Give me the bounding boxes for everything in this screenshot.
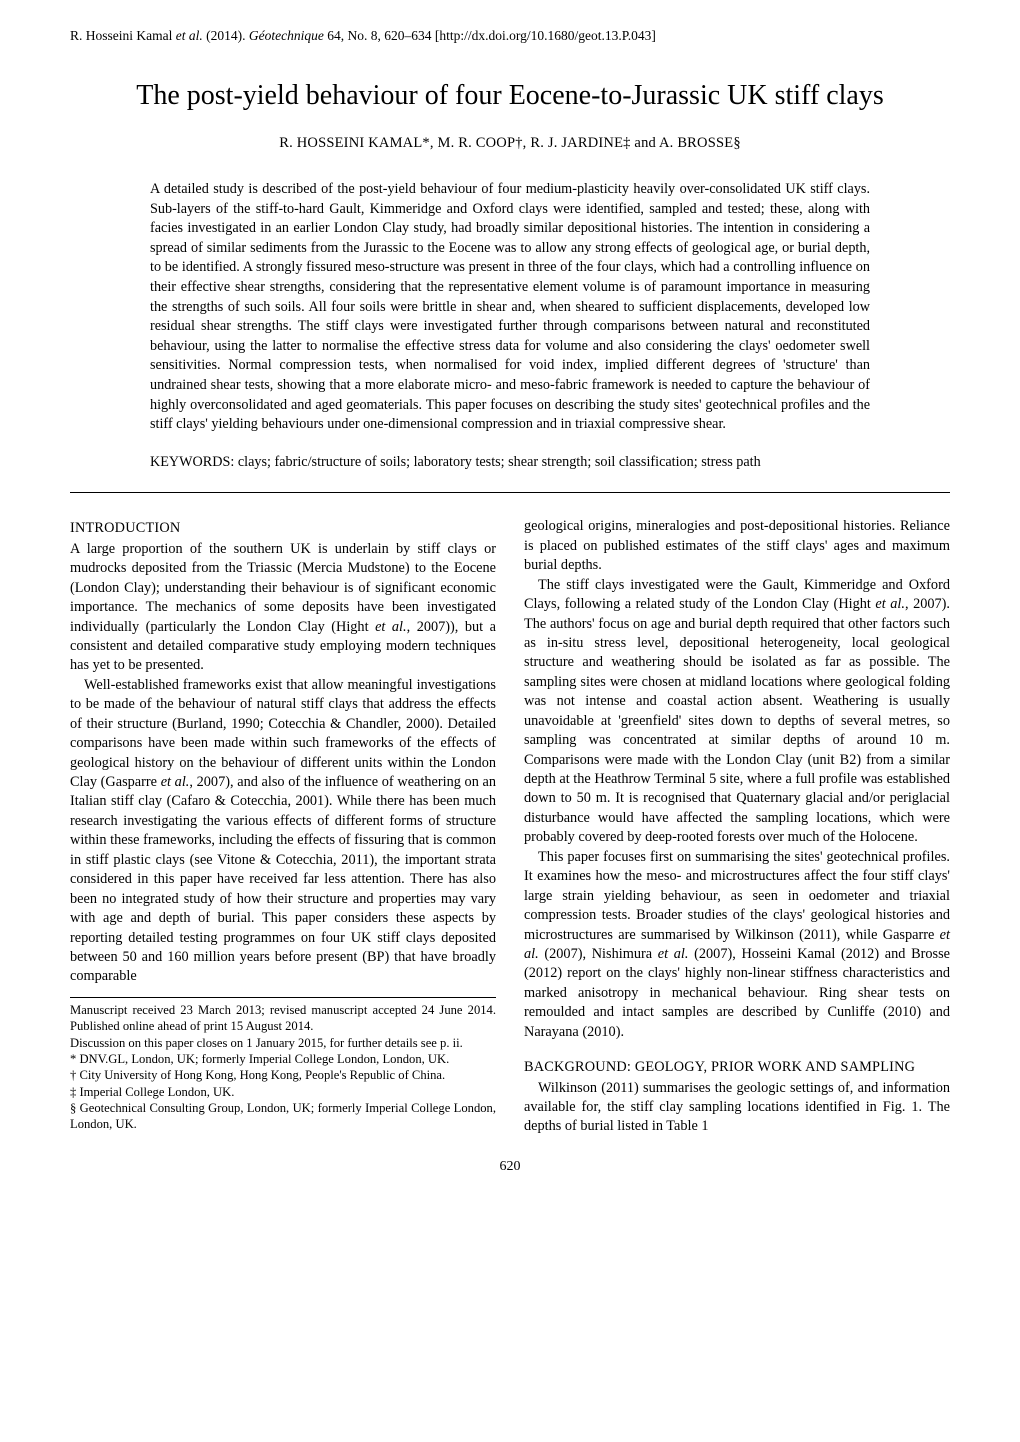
footnote-line: § Geotechnical Consulting Group, London,… xyxy=(70,1100,496,1133)
running-head-author: R. Hosseini Kamal xyxy=(70,28,176,43)
article-title: The post-yield behaviour of four Eocene-… xyxy=(70,78,950,113)
footnote-line: † City University of Hong Kong, Hong Kon… xyxy=(70,1067,496,1083)
footnote-line: * DNV.GL, London, UK; formerly Imperial … xyxy=(70,1051,496,1067)
keywords: KEYWORDS: clays; fabric/structure of soi… xyxy=(150,453,870,473)
right-p2-etal: et al. xyxy=(875,596,905,612)
footnote-rule xyxy=(70,997,496,998)
right-para-1: geological origins, mineralogies and pos… xyxy=(524,517,950,575)
right-p2-b: , 2007). The authors' focus on age and b… xyxy=(524,596,950,845)
footnotes-block: Manuscript received 23 March 2013; revis… xyxy=(70,997,496,1133)
intro-para-2: Well-established frameworks exist that a… xyxy=(70,676,496,987)
running-head-rest: 64, No. 8, 620–634 [http://dx.doi.org/10… xyxy=(324,28,656,43)
section-gap xyxy=(524,1042,950,1056)
right-p3-etal2: et al. xyxy=(658,946,689,962)
footnote-line: Manuscript received 23 March 2013; revis… xyxy=(70,1002,496,1035)
running-head-year: (2014). xyxy=(203,28,249,43)
intro-para-1: A large proportion of the southern UK is… xyxy=(70,540,496,676)
section-heading-background: BACKGROUND: GEOLOGY, PRIOR WORK AND SAMP… xyxy=(524,1058,950,1077)
right-para-3: This paper focuses first on summarising … xyxy=(524,848,950,1042)
intro-p1-etal: et al. xyxy=(375,619,407,635)
journal-name: Géotechnique xyxy=(249,28,324,43)
running-head-etal: et al. xyxy=(176,28,203,43)
intro-p2-etal: et al. xyxy=(161,774,190,790)
section-heading-introduction: INTRODUCTION xyxy=(70,519,496,538)
body-columns: INTRODUCTION A large proportion of the s… xyxy=(70,517,950,1137)
page: R. Hosseini Kamal et al. (2014). Géotech… xyxy=(0,0,1020,1215)
page-number: 620 xyxy=(70,1159,950,1175)
footnote-line: Discussion on this paper closes on 1 Jan… xyxy=(70,1035,496,1051)
running-head: R. Hosseini Kamal et al. (2014). Géotech… xyxy=(70,28,950,44)
abstract: A detailed study is described of the pos… xyxy=(150,180,870,435)
footnotes: Manuscript received 23 March 2013; revis… xyxy=(70,1002,496,1133)
author-line: R. HOSSEINI KAMAL*, M. R. COOP†, R. J. J… xyxy=(70,135,950,152)
right-p3-a: This paper focuses first on summarising … xyxy=(524,849,950,943)
rule-top xyxy=(70,492,950,493)
right-p3-b: (2007), Nishimura xyxy=(539,946,658,962)
footnote-line: ‡ Imperial College London, UK. xyxy=(70,1084,496,1100)
intro-p2-b: , 2007), and also of the influence of we… xyxy=(70,774,496,984)
right-para-2: The stiff clays investigated were the Ga… xyxy=(524,576,950,848)
right-para-4: Wilkinson (2011) summarises the geologic… xyxy=(524,1079,950,1137)
